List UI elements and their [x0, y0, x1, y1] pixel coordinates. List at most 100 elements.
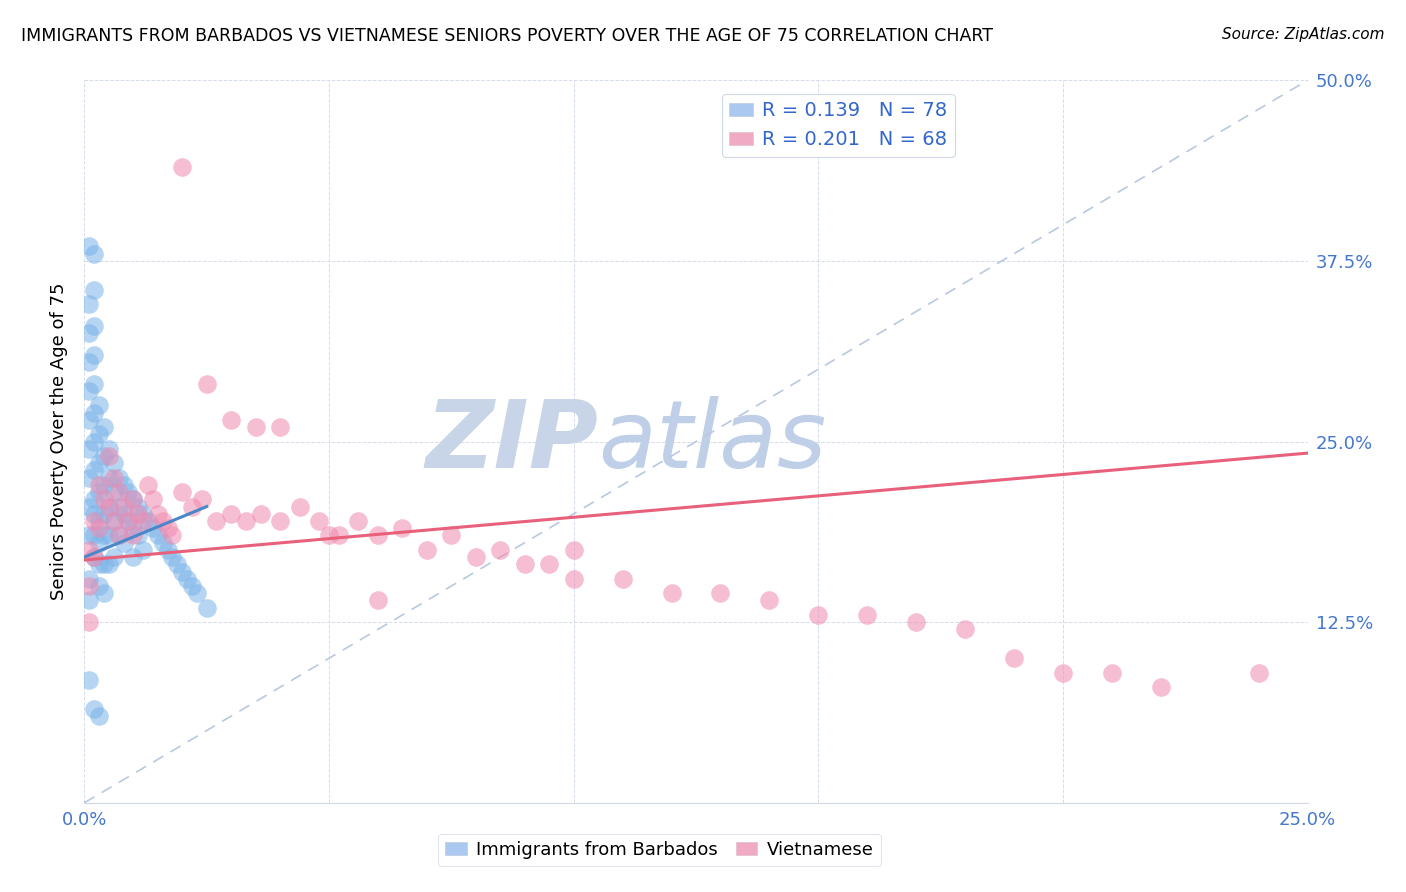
Point: [87, 579, 110, 593]
Point: [391, 521, 413, 535]
Point: [83, 283, 105, 297]
Point: [97, 528, 120, 542]
Point: [77, 297, 100, 311]
Point: [103, 514, 125, 528]
Point: [1150, 680, 1173, 694]
Point: [172, 565, 194, 579]
Point: [93, 558, 115, 572]
Point: [107, 470, 129, 484]
Point: [191, 492, 214, 507]
Point: [136, 478, 159, 492]
Point: [77, 528, 100, 542]
Point: [77, 593, 100, 607]
Point: [661, 586, 683, 600]
Point: [1002, 651, 1025, 665]
Text: ZIP: ZIP: [425, 395, 598, 488]
Point: [219, 507, 242, 521]
Point: [77, 442, 100, 456]
Point: [103, 514, 125, 528]
Point: [172, 485, 194, 500]
Point: [117, 514, 139, 528]
Point: [156, 542, 179, 557]
Legend: R = 0.139   N = 78, R = 0.201   N = 68: R = 0.139 N = 78, R = 0.201 N = 68: [721, 94, 955, 157]
Point: [122, 528, 145, 542]
Point: [142, 492, 165, 507]
Point: [77, 384, 100, 398]
Point: [83, 463, 105, 477]
Point: [562, 542, 585, 557]
Point: [77, 579, 100, 593]
Point: [83, 434, 105, 449]
Point: [162, 528, 184, 542]
Point: [122, 550, 145, 565]
Point: [93, 478, 115, 492]
Point: [87, 485, 110, 500]
Point: [127, 500, 149, 514]
Point: [93, 420, 115, 434]
Text: atlas: atlas: [598, 396, 827, 487]
Point: [87, 709, 110, 723]
Point: [83, 348, 105, 362]
Point: [367, 593, 389, 607]
Point: [83, 406, 105, 420]
Point: [103, 550, 125, 565]
Point: [77, 355, 100, 369]
Point: [117, 514, 139, 528]
Point: [93, 528, 115, 542]
Point: [807, 607, 830, 622]
Point: [83, 702, 105, 716]
Point: [97, 470, 120, 484]
Point: [127, 528, 149, 542]
Point: [513, 558, 536, 572]
Point: [1052, 665, 1074, 680]
Point: [146, 528, 169, 542]
Point: [245, 420, 267, 434]
Point: [269, 514, 291, 528]
Text: IMMIGRANTS FROM BARBADOS VS VIETNAMESE SENIORS POVERTY OVER THE AGE OF 75 CORREL: IMMIGRANTS FROM BARBADOS VS VIETNAMESE S…: [21, 27, 993, 45]
Point: [856, 607, 879, 622]
Point: [249, 507, 271, 521]
Point: [709, 586, 731, 600]
Point: [172, 160, 194, 174]
Point: [77, 673, 100, 687]
Point: [142, 521, 165, 535]
Point: [112, 507, 135, 521]
Point: [166, 558, 188, 572]
Point: [152, 514, 174, 528]
Point: [87, 514, 110, 528]
Point: [83, 528, 105, 542]
Point: [219, 413, 242, 427]
Point: [87, 535, 110, 549]
Point: [235, 514, 257, 528]
Point: [83, 318, 105, 333]
Point: [1247, 665, 1270, 680]
Point: [77, 542, 100, 557]
Point: [77, 572, 100, 586]
Point: [103, 456, 125, 470]
Point: [107, 485, 129, 500]
Point: [122, 521, 145, 535]
Point: [186, 586, 208, 600]
Point: [87, 456, 110, 470]
Point: [83, 246, 105, 260]
Point: [77, 239, 100, 253]
Point: [87, 427, 110, 442]
Text: Source: ZipAtlas.com: Source: ZipAtlas.com: [1222, 27, 1385, 42]
Point: [288, 500, 311, 514]
Point: [97, 558, 120, 572]
Point: [93, 492, 115, 507]
Point: [146, 507, 169, 521]
Point: [107, 528, 129, 542]
Point: [132, 507, 155, 521]
Point: [612, 572, 634, 586]
Point: [97, 500, 120, 514]
Point: [93, 507, 115, 521]
Point: [97, 442, 120, 456]
Point: [416, 542, 439, 557]
Point: [83, 550, 105, 565]
Point: [1101, 665, 1123, 680]
Point: [195, 600, 218, 615]
Point: [489, 542, 512, 557]
Point: [347, 514, 370, 528]
Point: [112, 478, 135, 492]
